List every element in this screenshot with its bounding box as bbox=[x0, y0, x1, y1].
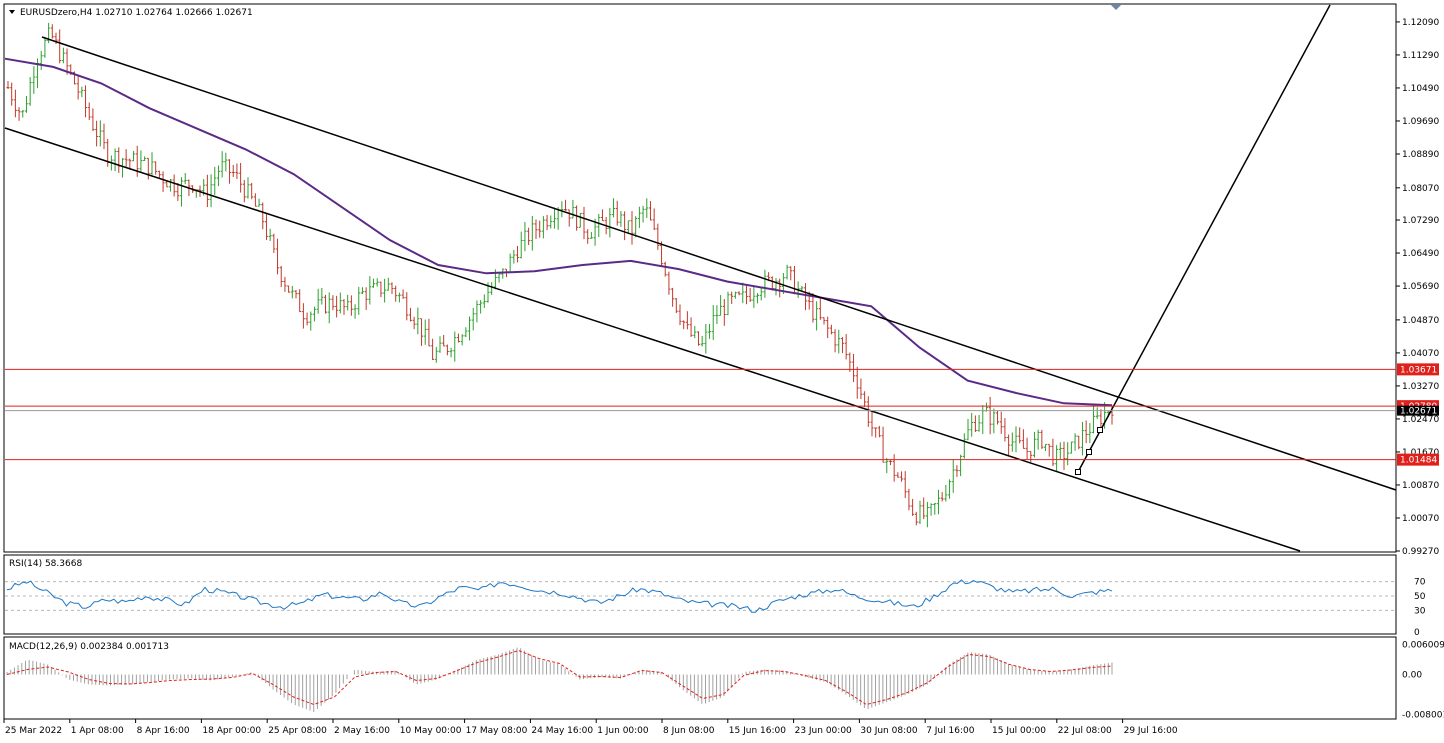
time-tick-label: 22 Jul 08:00 bbox=[1058, 726, 1112, 736]
price-tick-label: 1.10490 bbox=[1402, 84, 1439, 94]
price-tick-label: 1.09690 bbox=[1402, 117, 1439, 127]
price-tick-label: 1.04070 bbox=[1402, 349, 1439, 359]
time-tick-label: 29 Jul 16:00 bbox=[1124, 726, 1178, 736]
time-tick-label: 7 Jul 16:00 bbox=[926, 726, 975, 736]
time-tick-label: 30 Jun 08:00 bbox=[860, 726, 917, 736]
rsi-tick-label: 50 bbox=[1414, 592, 1426, 602]
price-tick-label: 1.12090 bbox=[1402, 18, 1439, 28]
time-tick-label: 25 Apr 08:00 bbox=[268, 726, 327, 736]
price-tick-label: 1.01670 bbox=[1402, 448, 1439, 458]
time-tick-label: 24 May 16:00 bbox=[531, 726, 593, 736]
price-tick-label: 1.08890 bbox=[1402, 150, 1439, 160]
price-tick-label: 1.00870 bbox=[1402, 481, 1439, 491]
time-tick-label: 17 May 08:00 bbox=[466, 726, 528, 736]
macd-pane[interactable]: 0.006009 0.00 -0.008001 bbox=[6, 640, 1444, 721]
price-tick-label: 1.03270 bbox=[1402, 382, 1439, 392]
time-tick-label: 1 Jun 00:00 bbox=[597, 726, 649, 736]
shift-marker-icon[interactable] bbox=[1111, 5, 1121, 10]
macd-tick-label: 0.00 bbox=[1402, 671, 1422, 681]
price-level-label: 1.01484 bbox=[1400, 456, 1437, 466]
rsi-pane[interactable]: 70 50 30 0 bbox=[5, 578, 1426, 638]
upper-trendline bbox=[41, 36, 1397, 491]
time-tick-label: 10 May 00:00 bbox=[400, 726, 462, 736]
rsi-tick-label: 0 bbox=[1414, 628, 1420, 638]
price-tick-label: 1.04870 bbox=[1402, 316, 1439, 326]
time-tick-label: 8 Jun 08:00 bbox=[663, 726, 715, 736]
breakout-trendline bbox=[1077, 4, 1331, 473]
price-tick-label: 0.99270 bbox=[1402, 547, 1439, 557]
trendline-anchor bbox=[1086, 449, 1092, 455]
rsi-tick-label: 30 bbox=[1414, 606, 1426, 616]
macd-signal-line bbox=[6, 649, 1113, 706]
price-pane[interactable]: 1.12090 1.11290 1.10490 1.09690 1.08890 1.080… bbox=[4, 4, 1439, 557]
price-tick-label: 1.00070 bbox=[1402, 514, 1439, 524]
time-tick-label: 15 Jul 00:00 bbox=[992, 726, 1046, 736]
rsi-label: RSI(14) 58.3668 bbox=[9, 559, 82, 569]
price-tick-label: 1.08070 bbox=[1402, 184, 1439, 194]
price-level-badge bbox=[1397, 363, 1439, 376]
time-tick-label: 2 May 16:00 bbox=[334, 726, 390, 736]
time-axis: 25 Mar 2022 1 Apr 08:00 8 Apr 16:00 18 Apr … bbox=[3, 719, 1178, 736]
time-tick-label: 25 Mar 2022 bbox=[5, 726, 62, 736]
time-tick-label: 23 Jun 00:00 bbox=[795, 726, 852, 736]
macd-tick-label: 0.006009 bbox=[1402, 640, 1444, 650]
price-pane-frame bbox=[3, 3, 1397, 553]
rsi-line bbox=[6, 579, 1113, 613]
price-tick-label: 1.11290 bbox=[1402, 51, 1439, 61]
time-tick-label: 18 Apr 00:00 bbox=[202, 726, 261, 736]
current-price-badge bbox=[1397, 405, 1439, 416]
moving-average-line bbox=[4, 57, 1113, 407]
symbol-info: EURUSDzero,H4 1.02710 1.02764 1.02666 1.… bbox=[20, 8, 253, 18]
price-level-badge bbox=[1397, 453, 1439, 466]
trendline-anchor bbox=[1097, 427, 1103, 433]
lower-trendline bbox=[4, 127, 1301, 552]
rsi-tick-label: 70 bbox=[1414, 578, 1426, 588]
time-tick-label: 15 Jun 16:00 bbox=[729, 726, 786, 736]
price-level-label: 1.03671 bbox=[1400, 365, 1437, 375]
chevron-down-icon[interactable] bbox=[9, 10, 15, 14]
time-tick-label: 8 Apr 16:00 bbox=[137, 726, 190, 736]
macd-tick-label: -0.008001 bbox=[1402, 711, 1444, 721]
trendline-anchor bbox=[1075, 469, 1081, 475]
macd-label: MACD(12,26,9) 0.002384 0.001713 bbox=[9, 642, 169, 652]
time-tick-label: 1 Apr 08:00 bbox=[71, 726, 124, 736]
rsi-pane-frame bbox=[3, 554, 1397, 635]
price-tick-label: 1.02470 bbox=[1402, 415, 1439, 425]
price-tick-label: 1.06490 bbox=[1402, 249, 1439, 259]
price-tick-label: 1.07290 bbox=[1402, 216, 1439, 226]
macd-pane-frame bbox=[3, 636, 1397, 720]
current-price-label: 1.02671 bbox=[1400, 407, 1437, 417]
price-tick-label: 1.05690 bbox=[1402, 282, 1439, 292]
